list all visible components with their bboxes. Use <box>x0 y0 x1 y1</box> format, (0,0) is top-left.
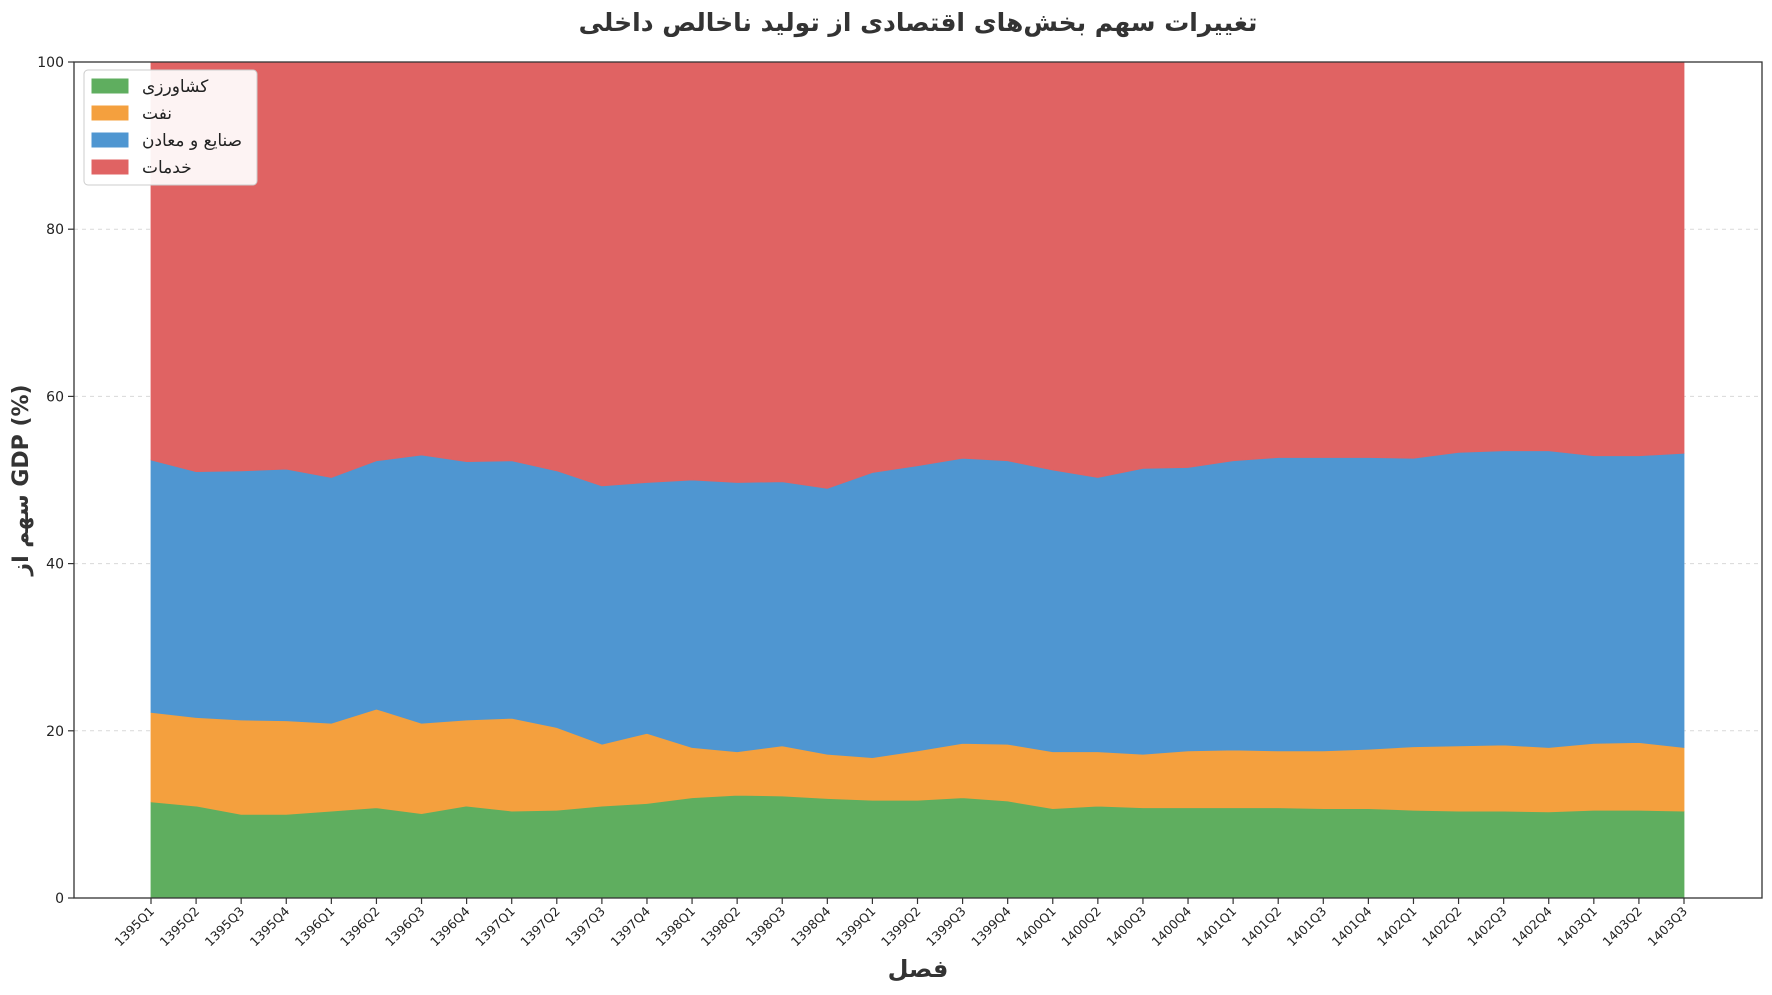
x-tick-label: 1400Q3 <box>1103 904 1149 950</box>
legend-swatch-3 <box>91 159 129 175</box>
x-tick-label: 1395Q2 <box>157 904 203 950</box>
legend-box <box>83 69 258 186</box>
x-tick-label: 1401Q3 <box>1284 904 1330 950</box>
y-tick-label: 100 <box>37 55 64 71</box>
x-tick-label: 1399Q2 <box>878 904 924 950</box>
x-tick-label: 1399Q1 <box>833 904 879 950</box>
x-tick-label: 1398Q4 <box>788 903 834 949</box>
y-axis-ticks: 0 20 40 60 80 100 <box>37 55 74 907</box>
legend-label-0: کشاورزی <box>142 77 209 97</box>
legend-label-2: صنایع و معادن <box>142 131 242 151</box>
x-tick-label: 1399Q3 <box>923 904 969 950</box>
chart-title: تغییرات سهم بخش‌های اقتصادی از تولید ناخ… <box>579 8 1258 38</box>
x-tick-label: 1398Q1 <box>652 904 698 950</box>
x-tick-label: 1396Q4 <box>427 903 473 949</box>
x-tick-label: 1399Q4 <box>968 903 1014 949</box>
x-tick-label: 1395Q3 <box>202 904 248 950</box>
y-tick-label: 60 <box>46 389 64 405</box>
x-tick-label: 1396Q1 <box>292 904 338 950</box>
area-series-3 <box>150 61 1685 489</box>
x-tick-label: 1402Q3 <box>1464 904 1510 950</box>
x-tick-label: 1401Q1 <box>1194 904 1240 950</box>
x-tick-label: 1395Q4 <box>247 903 293 949</box>
x-tick-label: 1395Q1 <box>111 904 157 950</box>
x-tick-label: 1397Q3 <box>562 904 608 950</box>
x-tick-label: 1403Q1 <box>1554 904 1600 950</box>
legend: کشاورزی نفت صنایع و معادن خدمات <box>83 69 258 186</box>
x-tick-label: 1402Q4 <box>1509 903 1555 949</box>
x-tick-label: 1401Q2 <box>1239 904 1285 950</box>
x-tick-label: 1400Q1 <box>1013 904 1059 950</box>
x-tick-label: 1403Q3 <box>1644 904 1690 950</box>
x-tick-label: 1397Q2 <box>517 904 563 950</box>
legend-label-1: نفت <box>142 104 172 124</box>
y-axis-label: سهم از GDP (%) <box>9 384 34 576</box>
legend-swatch-1 <box>91 105 129 121</box>
y-tick-label: 0 <box>55 891 64 907</box>
x-tick-label: 1402Q2 <box>1419 904 1465 950</box>
x-tick-label: 1397Q4 <box>607 903 653 949</box>
area-series <box>150 61 1685 899</box>
legend-swatch-2 <box>91 132 129 148</box>
x-tick-label: 1397Q1 <box>472 904 518 950</box>
x-tick-label: 1398Q2 <box>698 904 744 950</box>
x-tick-label: 1400Q4 <box>1148 903 1194 949</box>
x-axis-label: فصل <box>888 955 949 983</box>
x-tick-label: 1402Q1 <box>1374 904 1420 950</box>
legend-label-3: خدمات <box>142 158 192 178</box>
x-tick-label: 1396Q2 <box>337 904 383 950</box>
x-tick-label: 1403Q2 <box>1599 904 1645 950</box>
legend-swatch-0 <box>91 78 129 94</box>
x-tick-label: 1396Q3 <box>382 904 428 950</box>
x-tick-label: 1401Q4 <box>1329 903 1375 949</box>
y-tick-label: 20 <box>46 724 64 740</box>
x-tick-label: 1400Q2 <box>1058 904 1104 950</box>
x-tick-label: 1398Q3 <box>743 904 789 950</box>
y-tick-label: 80 <box>46 222 64 238</box>
y-tick-label: 40 <box>46 557 64 573</box>
x-axis-ticks: 1395Q1 1395Q2 1395Q3 1395Q4 1396Q1 1396Q2 1396… <box>111 898 1690 949</box>
